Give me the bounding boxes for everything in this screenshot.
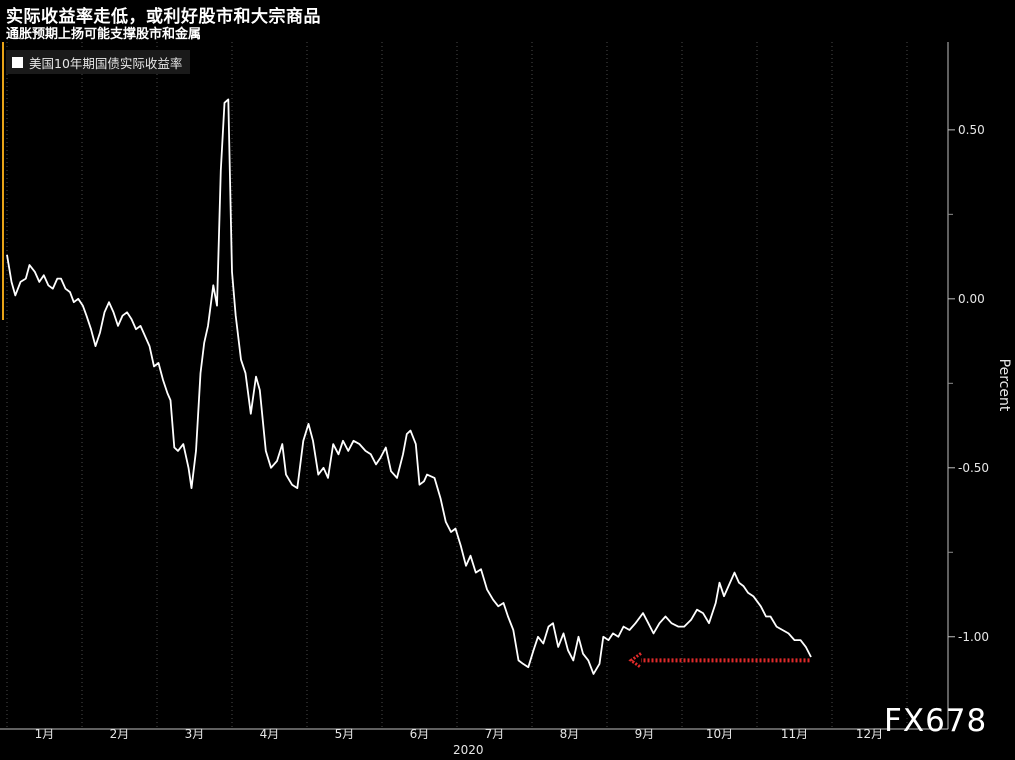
- x-tick-label: 10月: [706, 727, 733, 741]
- x-tick-label: 6月: [410, 727, 430, 741]
- x-tick-label: 9月: [635, 727, 655, 741]
- y-tick-label: 0.00: [958, 292, 985, 306]
- chart-subtitle: 通胀预期上扬可能支撑股市和金属: [6, 27, 202, 42]
- watermark: FX678: [884, 703, 988, 739]
- annotation-arrow: [628, 652, 810, 669]
- x-tick-label: 11月: [781, 727, 808, 741]
- x-tick-label: 8月: [560, 727, 580, 741]
- legend-label: 美国10年期国债实际收益率: [29, 55, 183, 71]
- x-axis-year-label: 2020: [453, 743, 484, 757]
- y-axis-label: Percent: [996, 359, 1012, 412]
- x-tick-label: 4月: [260, 727, 280, 741]
- series-line: [6, 98, 812, 675]
- chart-title: 实际收益率走低，或利好股市和大宗商品: [6, 7, 321, 27]
- x-tick-label: 3月: [185, 727, 205, 741]
- x-tick-label: 1月: [35, 727, 55, 741]
- y-tick-label: 0.50: [958, 123, 985, 137]
- x-tick-label: 5月: [335, 727, 355, 741]
- x-tick-label: 12月: [856, 727, 883, 741]
- series-group: [6, 98, 812, 675]
- y-tick-label: -0.50: [958, 461, 989, 475]
- x-tick-label: 2月: [110, 727, 130, 741]
- y-axis: 0.50 0.00 -0.50 -1.00: [948, 123, 989, 644]
- y-tick-label: -1.00: [958, 630, 989, 644]
- x-axis: 1月 2月 3月 4月 5月 6月 7月 8月 9月 10月 11月 12月: [35, 727, 883, 741]
- x-tick-label: 7月: [485, 727, 505, 741]
- legend: 美国10年期国债实际收益率: [6, 50, 191, 74]
- arrow-head: [628, 652, 642, 669]
- legend-swatch: [12, 56, 23, 68]
- grid-lines: [6, 42, 908, 728]
